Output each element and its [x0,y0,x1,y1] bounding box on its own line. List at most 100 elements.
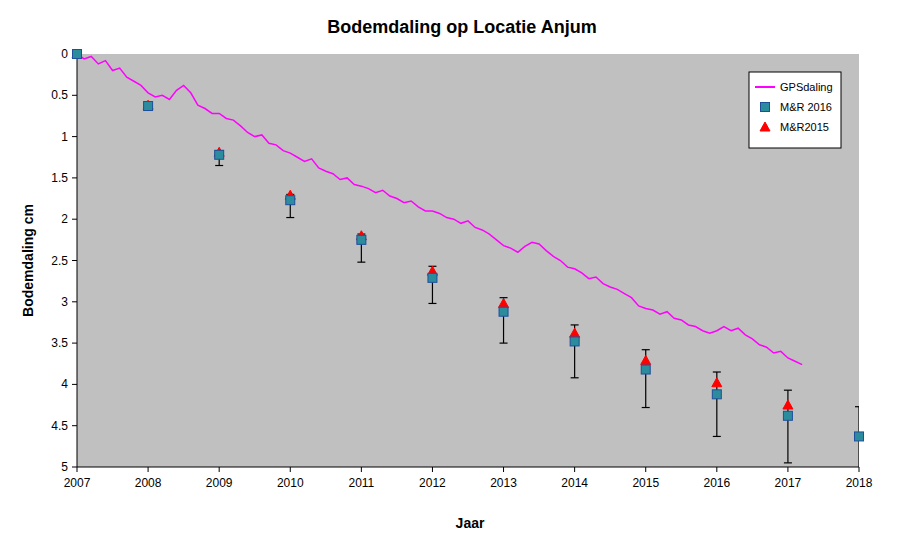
y-tick-label: 2.5 [51,254,68,268]
legend-label: M&R2015 [780,121,829,133]
x-tick [859,467,860,472]
legend-label: M&R 2016 [780,101,832,113]
y-tick-label: 3.5 [51,336,68,350]
y-tick-label: 1.5 [51,171,68,185]
x-tick [361,467,362,472]
y-tick [72,425,77,426]
y-tick-label: 1 [61,130,68,144]
x-tick-label: 2017 [775,476,802,490]
point [570,337,579,346]
y-tick [72,384,77,385]
x-tick [716,467,717,472]
error-bar [713,372,721,436]
y-tick [72,219,77,220]
x-tick-label: 2010 [277,476,304,490]
x-tick-label: 2018 [846,476,873,490]
y-tick [72,301,77,302]
x-tick [645,467,646,472]
x-tick [77,467,78,472]
y-tick [72,467,77,468]
y-tick [72,136,77,137]
error-cap [215,165,223,166]
y-axis-label: Bodemdaling cm [20,204,36,317]
x-axis-label: Jaar [456,515,485,531]
error-cap [357,262,365,263]
error-bar [215,151,223,166]
error-cap [713,436,721,437]
point [357,235,366,244]
y-tick-label: 0.5 [51,88,68,102]
legend-label: GPSdaling [780,81,833,93]
error-bar [784,390,792,463]
x-tick-label: 2016 [703,476,730,490]
y-tick-label: 4.5 [51,419,68,433]
plot-data [77,54,859,467]
y-tick-label: 0 [61,47,68,61]
chart: Bodemdaling op Locatie Anjum Jaar Bodemdal… [0,0,904,552]
legend-swatch [761,103,770,112]
point [641,365,650,374]
point [570,328,580,337]
error-bar [428,266,436,303]
point [286,196,295,205]
error-cap [784,462,792,463]
x-tick-label: 2014 [561,476,588,490]
x-tick-label: 2009 [206,476,233,490]
error-bar [642,350,650,408]
error-cap [784,390,792,391]
x-tick [432,467,433,472]
y-tick [72,343,77,344]
error-cap [713,371,721,372]
x-tick-label: 2012 [419,476,446,490]
error-cap [500,343,508,344]
y-tick-label: 3 [61,295,68,309]
x-tick [574,467,575,472]
point [712,390,721,399]
point [73,50,82,59]
error-cap [642,349,650,350]
plot-area [77,54,859,467]
y-tick [72,177,77,178]
x-tick [290,467,291,472]
point [428,273,437,282]
error-cap [855,406,859,407]
markers [72,49,864,441]
error-bar [855,407,859,467]
error-cap [571,324,579,325]
error-bar [571,325,579,378]
point [72,49,82,58]
x-tick [787,467,788,472]
point [783,411,792,420]
x-tick [219,467,220,472]
y-tick [72,95,77,96]
x-tick-label: 2011 [348,476,374,490]
error-cap [571,377,579,378]
x-tick [503,467,504,472]
point [855,432,864,441]
y-tick-label: 5 [61,460,68,474]
legend: GPSdaling M&R 2016 M&R2015 [749,72,841,148]
x-tick-label: 2015 [632,476,659,490]
y-tick [72,260,77,261]
error-cap [286,217,294,218]
gps-line [77,54,802,365]
error-bar [500,298,508,343]
x-tick [148,467,149,472]
point [144,102,153,111]
point [641,355,651,364]
x-axis [77,467,859,468]
title: Bodemdaling op Locatie Anjum [327,17,596,37]
point [783,400,793,409]
error-cap [642,407,650,408]
legend-swatch [760,122,770,131]
point [499,298,509,307]
point [712,378,722,387]
legend-box [749,72,841,148]
y-tick-label: 2 [61,212,68,226]
point [215,150,224,159]
error-cap [428,303,436,304]
point [499,307,508,316]
error-bar [357,234,365,262]
x-tick-label: 2007 [64,476,91,490]
legend-swatch [755,86,775,88]
